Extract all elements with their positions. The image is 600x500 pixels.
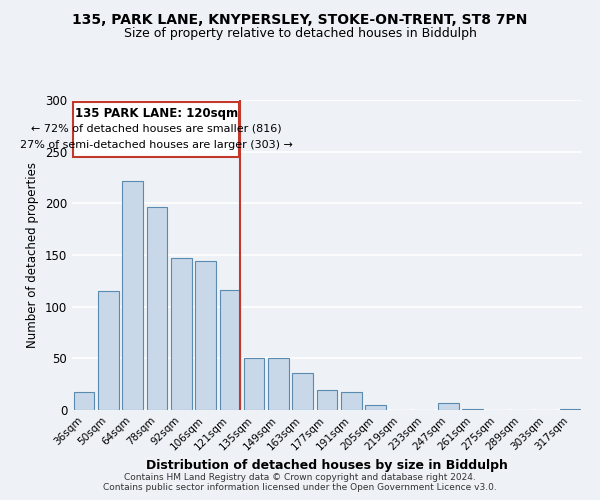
Bar <box>365 405 386 410</box>
FancyBboxPatch shape <box>73 102 239 157</box>
Bar <box>74 392 94 410</box>
Bar <box>317 390 337 410</box>
Bar <box>244 358 265 410</box>
Text: Size of property relative to detached houses in Biddulph: Size of property relative to detached ho… <box>124 28 476 40</box>
Bar <box>195 261 216 410</box>
Text: 27% of semi-detached houses are larger (303) →: 27% of semi-detached houses are larger (… <box>20 140 293 150</box>
Bar <box>560 409 580 410</box>
Text: ← 72% of detached houses are smaller (816): ← 72% of detached houses are smaller (81… <box>31 124 281 134</box>
Bar <box>146 208 167 410</box>
Bar <box>341 392 362 410</box>
X-axis label: Distribution of detached houses by size in Biddulph: Distribution of detached houses by size … <box>146 458 508 471</box>
Bar <box>463 409 483 410</box>
Bar <box>220 290 240 410</box>
Text: Contains HM Land Registry data © Crown copyright and database right 2024.: Contains HM Land Registry data © Crown c… <box>124 472 476 482</box>
Bar <box>171 258 191 410</box>
Text: 135, PARK LANE, KNYPERSLEY, STOKE-ON-TRENT, ST8 7PN: 135, PARK LANE, KNYPERSLEY, STOKE-ON-TRE… <box>73 12 527 26</box>
Bar <box>98 291 119 410</box>
Y-axis label: Number of detached properties: Number of detached properties <box>26 162 40 348</box>
Text: 135 PARK LANE: 120sqm: 135 PARK LANE: 120sqm <box>74 107 238 120</box>
Bar <box>292 373 313 410</box>
Bar <box>122 180 143 410</box>
Text: Contains public sector information licensed under the Open Government Licence v3: Contains public sector information licen… <box>103 484 497 492</box>
Bar <box>268 358 289 410</box>
Bar <box>438 403 459 410</box>
